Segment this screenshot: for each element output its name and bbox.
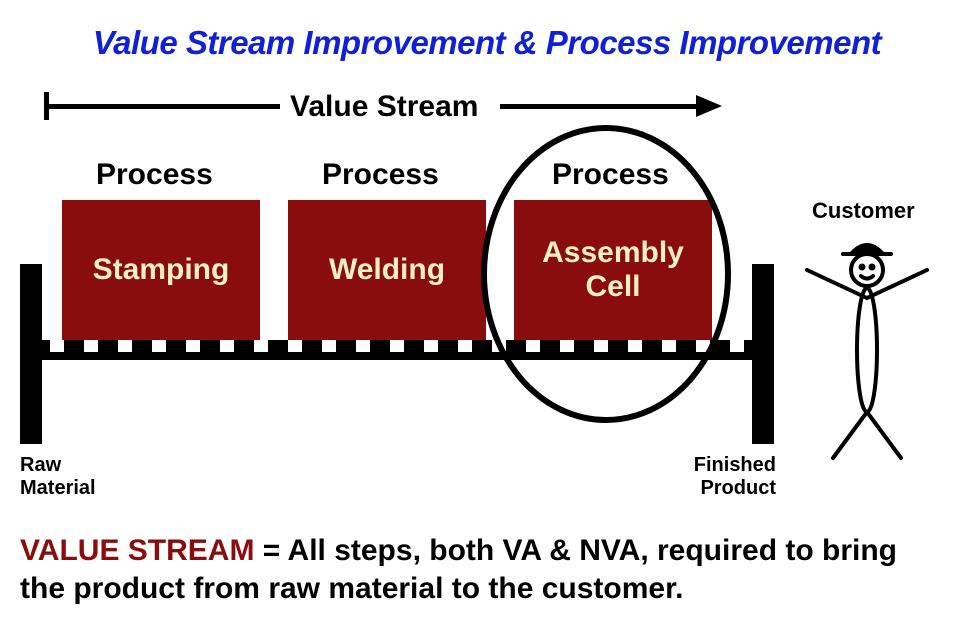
value-stream-label: Value Stream <box>290 90 478 124</box>
beam-post-left <box>20 264 42 444</box>
process-box-text-1: Welding <box>329 253 445 288</box>
arrow-head-icon <box>696 95 722 117</box>
arrow-shaft-left <box>44 104 280 109</box>
process-box-welding: Welding <box>288 200 486 340</box>
arrow-shaft-right <box>500 104 698 109</box>
definition-key: VALUE STREAM <box>20 534 254 567</box>
process-box-stamping: Stamping <box>62 200 260 340</box>
customer-label: Customer <box>812 198 915 224</box>
process-label-1: Process <box>322 158 439 192</box>
process-label-0: Process <box>96 158 213 192</box>
raw-material-label: RawMaterial <box>20 454 96 500</box>
beam-post-right <box>752 264 774 444</box>
process-box-text-0: Stamping <box>93 253 230 288</box>
finished-product-label: FinishedProduct <box>626 454 776 500</box>
highlight-circle <box>478 122 734 426</box>
customer-stick-figure-icon <box>792 232 942 462</box>
page-title: Value Stream Improvement & Process Impro… <box>0 24 974 62</box>
value-stream-definition: VALUE STREAM = All steps, both VA & NVA,… <box>20 532 950 607</box>
